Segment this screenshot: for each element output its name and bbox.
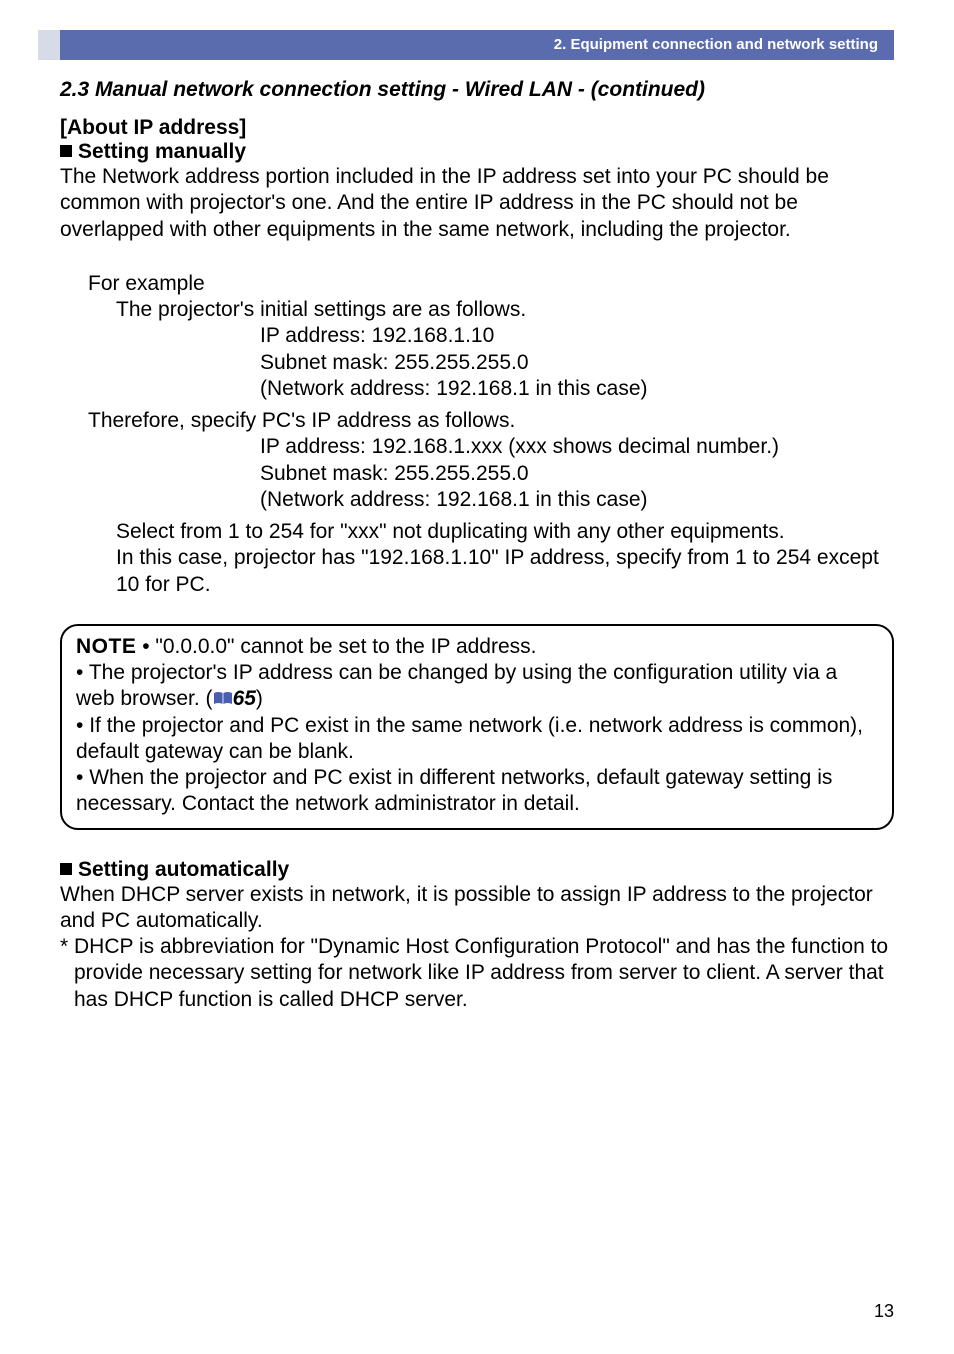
note-bullet-2: • xyxy=(76,661,89,684)
note-text-3: If the projector and PC exist in the sam… xyxy=(76,714,863,763)
note-box: NOTE • "0.0.0.0" cannot be set to the IP… xyxy=(60,624,894,830)
setting-manually-heading: Setting manually xyxy=(60,140,894,164)
page-number: 13 xyxy=(874,1301,894,1322)
note-label: NOTE xyxy=(76,635,136,658)
proj-mask: Subnet mask: 255.255.255.0 xyxy=(260,350,894,376)
example-line1: The projector's initial settings are as … xyxy=(116,297,894,323)
auto-para: When DHCP server exists in network, it i… xyxy=(60,882,894,935)
note-bullet-1: • xyxy=(142,635,155,658)
setting-auto-label: Setting automatically xyxy=(78,858,289,881)
auto-footnote: * DHCP is abbreviation for "Dynamic Host… xyxy=(60,934,894,1013)
section-title: 2.3 Manual network connection setting - … xyxy=(60,78,894,102)
example-label: For example xyxy=(88,271,894,297)
note-text-2a: The projector's IP address can be change… xyxy=(76,661,837,710)
note-text-4: When the projector and PC exist in diffe… xyxy=(76,766,832,815)
note-bullet-3: • xyxy=(76,714,89,737)
pc-ip: IP address: 192.168.1.xxx (xxx shows dec… xyxy=(260,434,894,460)
pc-mask: Subnet mask: 255.255.255.0 xyxy=(260,461,894,487)
setting-auto-heading: Setting automatically xyxy=(60,858,894,882)
header-bar-text: 2. Equipment connection and network sett… xyxy=(554,36,878,53)
pc-intro: Therefore, specify PC's IP address as fo… xyxy=(88,408,894,434)
proj-net: (Network address: 192.168.1 in this case… xyxy=(260,376,894,402)
header-bar: 2. Equipment connection and network sett… xyxy=(60,30,894,60)
pc-net: (Network address: 192.168.1 in this case… xyxy=(260,487,894,513)
note-bullet-4: • xyxy=(76,766,89,789)
note-ref: 65 xyxy=(233,687,256,710)
about-ip-heading: [About IP address] xyxy=(60,116,894,140)
proj-ip: IP address: 192.168.1.10 xyxy=(260,323,894,349)
note-text-2b: ) xyxy=(256,687,263,710)
manual-para1: The Network address portion included in … xyxy=(60,164,894,243)
select-line2: In this case, projector has "192.168.1.1… xyxy=(116,545,894,598)
setting-manually-label: Setting manually xyxy=(78,140,246,163)
square-bullet-icon xyxy=(60,145,72,157)
note-text-1: "0.0.0.0" cannot be set to the IP addres… xyxy=(155,635,536,658)
select-line1: Select from 1 to 254 for "xxx" not dupli… xyxy=(116,519,894,545)
book-icon xyxy=(213,691,233,706)
page: 2. Equipment connection and network sett… xyxy=(0,0,954,1354)
square-bullet-icon-2 xyxy=(60,863,72,875)
